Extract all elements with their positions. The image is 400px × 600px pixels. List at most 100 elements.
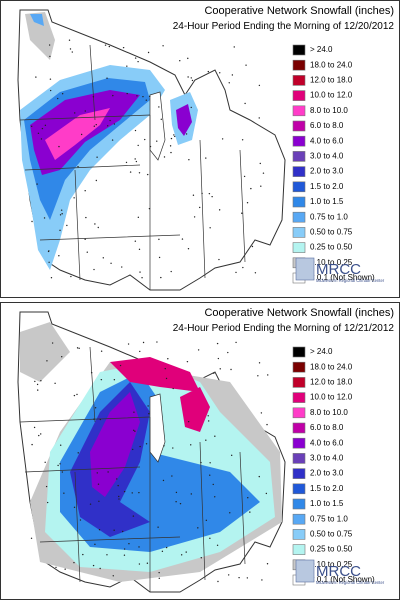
station-dot (132, 429, 135, 431)
state-line (19, 44, 246, 290)
station-dot (174, 135, 176, 138)
station-dot (251, 245, 254, 248)
station-dot (100, 378, 103, 381)
station-dot (73, 394, 76, 397)
panel: Cooperative Network Snowfall (inches) 24-… (17, 307, 394, 593)
station-dot (162, 45, 164, 47)
legend-swatch (292, 407, 306, 419)
station-dot (118, 498, 120, 500)
station-dot (134, 57, 137, 59)
station-dot (170, 137, 173, 140)
station-dot (217, 580, 219, 583)
station-dot (92, 96, 95, 98)
station-dot (132, 515, 135, 517)
station-dot (123, 490, 126, 493)
legend-label: 2.0 to 3.0 (310, 469, 344, 478)
station-dot (245, 64, 247, 66)
station-dot (241, 139, 244, 141)
station-dot (146, 562, 149, 564)
station-dot (267, 374, 269, 376)
station-dot (207, 420, 210, 422)
station-dot (106, 125, 109, 127)
station-dot (36, 383, 39, 386)
station-dot (119, 364, 122, 367)
station-dot (229, 512, 231, 514)
station-dot (94, 407, 97, 409)
station-dot (260, 185, 262, 187)
station-dot (138, 248, 141, 251)
station-dot (221, 138, 224, 140)
legend-label: 18.0 to 24.0 (310, 60, 353, 69)
station-dot (79, 519, 82, 521)
panel: Cooperative Network Snowfall (inches) 24-… (17, 5, 394, 291)
station-dot (142, 341, 145, 344)
legend-label: 0.75 to 1.0 (310, 212, 348, 221)
state-line (19, 346, 246, 592)
station-dot (68, 39, 71, 41)
station-dot (137, 60, 139, 63)
legend-swatch (292, 468, 306, 479)
station-dot (258, 117, 260, 119)
station-dot (126, 65, 128, 67)
station-dot (38, 434, 40, 437)
station-dot (172, 387, 174, 390)
legend-label: 3.0 to 4.0 (310, 454, 344, 463)
station-dot (190, 493, 193, 495)
station-dot (156, 140, 158, 142)
legend-label: 1.0 to 1.5 (310, 499, 344, 508)
station-dot (70, 275, 72, 278)
station-dot (197, 349, 200, 351)
station-dot (47, 250, 50, 253)
station-dot (117, 484, 119, 487)
legend-label: > 24.0 (310, 347, 333, 356)
station-dot (161, 550, 164, 553)
station-dot (93, 268, 95, 271)
station-dot (157, 526, 159, 528)
station-dot (74, 112, 76, 114)
station-dot (142, 95, 144, 98)
station-dot (113, 123, 116, 125)
station-dot (180, 554, 183, 556)
station-dot (104, 44, 107, 46)
station-dot (37, 389, 39, 391)
station-dot (57, 464, 59, 467)
station-dot (228, 82, 230, 84)
station-dot (160, 276, 162, 279)
station-dot (227, 574, 230, 576)
station-dot (93, 418, 95, 420)
station-dot (63, 492, 65, 494)
station-dot (227, 351, 229, 354)
station-dot (135, 160, 138, 163)
legend-label: 18.0 to 24.0 (310, 362, 353, 371)
station-dot (112, 94, 114, 97)
station-dot (97, 483, 100, 485)
station-dot (111, 139, 114, 141)
station-dot (136, 95, 138, 97)
station-dot (258, 84, 261, 87)
station-dot (80, 133, 83, 136)
station-dot (73, 506, 76, 509)
station-dot (96, 156, 98, 158)
station-dot (145, 99, 148, 101)
legend-label: 8.0 to 10.0 (310, 408, 348, 417)
station-dot (160, 118, 162, 120)
station-dot (238, 576, 240, 579)
station-dot (259, 162, 261, 165)
station-dot (212, 483, 214, 486)
station-dot (209, 227, 211, 229)
station-dot (60, 209, 63, 211)
panel-title: Cooperative Network Snowfall (inches) (204, 5, 394, 17)
station-dot (76, 347, 79, 349)
station-dot (73, 561, 75, 564)
station-dot (86, 251, 88, 253)
station-dot (97, 226, 99, 229)
legend-label: 4.0 to 6.0 (310, 438, 344, 447)
station-dot (243, 175, 246, 178)
station-dot (96, 472, 98, 474)
station-dot (258, 475, 260, 478)
station-dot (265, 492, 268, 495)
station-dot (98, 529, 101, 531)
station-dot (230, 454, 233, 457)
station-dot (158, 256, 161, 259)
station-dot (254, 272, 257, 274)
